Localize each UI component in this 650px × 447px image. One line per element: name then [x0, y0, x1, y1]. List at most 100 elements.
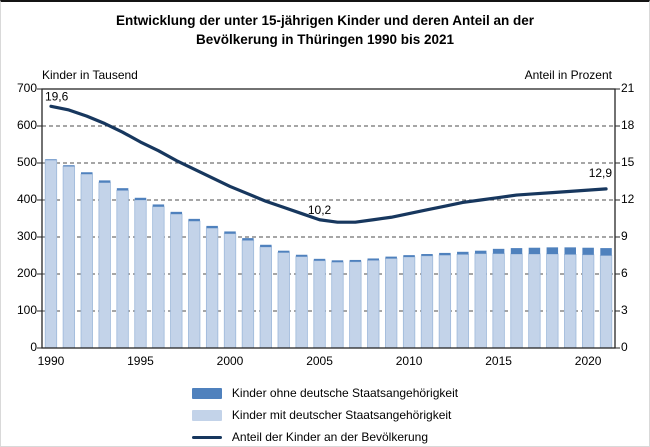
bar-ohne-2015: [492, 248, 505, 254]
left-tick-label: 200: [16, 266, 37, 280]
bar-ohne-2009: [385, 256, 397, 259]
bar-mit-1997: [170, 213, 183, 349]
bar-ohne-2000: [224, 231, 236, 234]
right-tick-label: 6: [621, 266, 628, 280]
bar-ohne-2001: [242, 238, 254, 241]
plot-border: [41, 88, 616, 349]
bar-mit-2021: [599, 255, 613, 349]
left-tick-label: 0: [30, 340, 37, 354]
left-axis-caption: Kinder in Tausend: [42, 68, 138, 82]
bar-mit-1998: [188, 220, 201, 349]
legend-swatch-ohne: [191, 387, 222, 399]
x-tick-label: 1995: [127, 354, 154, 368]
bar-mit-1994: [116, 189, 129, 349]
bar-mit-1995: [134, 199, 147, 349]
bar-mit-2001: [241, 239, 255, 349]
bar-mit-1992: [80, 173, 93, 349]
bar-mit-1993: [98, 182, 111, 349]
right-axis-caption: Anteil in Prozent: [524, 68, 612, 82]
bar-mit-2014: [474, 253, 487, 349]
bar-mit-2007: [349, 261, 362, 349]
bar-mit-2011: [420, 255, 434, 349]
x-tick-label: 2020: [574, 354, 602, 368]
left-tick-label: 400: [16, 192, 37, 206]
bar-mit-2002: [259, 246, 272, 349]
bar-ohne-2011: [421, 254, 433, 256]
x-tick-label: 2010: [395, 354, 423, 368]
bar-mit-2019: [564, 253, 577, 349]
right-tick-label: 9: [621, 229, 628, 243]
bar-ohne-1993: [98, 180, 111, 183]
bar-ohne-1997: [170, 211, 183, 215]
right-tick-label: 12: [621, 192, 635, 206]
chart-title-line1: Entwicklung der unter 15-jährigen Kinder…: [115, 13, 535, 28]
bar-mit-2013: [456, 253, 469, 349]
bar-mit-2006: [331, 261, 344, 349]
bar-mit-2016: [510, 253, 523, 349]
left-tick-label: 500: [16, 155, 37, 169]
right-tick-label: 15: [621, 155, 635, 169]
legend: Kinder ohne deutsche Staatsangehörigkeit…: [1, 384, 649, 446]
bar-ohne-2004: [295, 254, 308, 257]
bar-mit-1990: [44, 159, 58, 349]
bar-ohne-2018: [546, 247, 559, 255]
bar-ohne-2010: [403, 255, 415, 257]
bar-mit-2010: [402, 256, 416, 349]
right-tick-label: 18: [621, 118, 635, 132]
legend-item-anteil: Anteil der Kinder an der Bevölkerung: [191, 428, 458, 446]
bar-ohne-1999: [206, 225, 218, 229]
bar-mit-2009: [385, 258, 398, 349]
right-tick-label: 3: [621, 303, 628, 317]
left-tick-label: 100: [16, 303, 37, 317]
annotation-19-6: 19,6: [45, 89, 69, 103]
bar-mit-1991: [62, 165, 76, 349]
bar-ohne-2021: [600, 248, 612, 256]
bar-mit-2000: [223, 233, 237, 349]
x-tick-label: 2015: [485, 354, 512, 368]
legend-item-mit: Kinder mit deutscher Staatsangehörigkeit: [191, 406, 458, 424]
bar-ohne-1996: [152, 204, 165, 207]
plot-area: 19,6 10,2 12,9: [37, 88, 620, 349]
bar-mit-2004: [295, 256, 308, 349]
right-tick-label: 0: [621, 340, 628, 354]
annotation-12-9: 12,9: [589, 166, 613, 180]
chart-title-line2: Bevölkerung in Thüringen 1990 bis 2021: [195, 32, 455, 47]
legend-label-ohne: Kinder ohne deutsche Staatsangehörigkeit: [231, 386, 459, 400]
bar-mit-2003: [277, 252, 290, 349]
bar-ohne-2016: [510, 248, 523, 255]
bar-ohne-1991: [63, 165, 75, 167]
bar-ohne-2008: [367, 258, 380, 261]
bar-ohne-2019: [564, 247, 576, 255]
bar-mit-2015: [492, 253, 505, 349]
bar-ohne-2005: [313, 258, 326, 261]
bar-ohne-1995: [134, 197, 147, 200]
left-tick-label: 600: [16, 118, 37, 132]
bar-mit-1999: [205, 227, 219, 349]
bar-ohne-2017: [528, 247, 541, 255]
bar-ohne-2013: [457, 251, 469, 255]
legend-label-anteil: Anteil der Kinder an der Bevölkerung: [231, 430, 429, 444]
bar-mit-2017: [528, 253, 541, 349]
bar-ohne-1992: [81, 172, 93, 175]
right-tick-label: 21: [621, 81, 635, 95]
bar-ohne-1994: [116, 188, 129, 191]
legend-label-mit: Kinder mit deutscher Staatsangehörigkeit: [231, 408, 452, 422]
bar-mit-1996: [152, 206, 165, 349]
bar-ohne-1990: [45, 159, 57, 161]
share-line: [49, 104, 608, 224]
bar-mit-2018: [546, 253, 559, 349]
bar-mit-2005: [313, 260, 326, 349]
bar-ohne-2014: [474, 250, 487, 254]
x-tick-label: 1990: [37, 354, 65, 368]
legend-swatch-line: [191, 435, 222, 439]
bar-ohne-2002: [260, 244, 272, 247]
bar-ohne-2006: [331, 260, 344, 263]
legend-swatch-mit: [191, 409, 222, 421]
bar-ohne-2003: [277, 250, 290, 253]
x-tick-label: 2000: [216, 354, 244, 368]
annotation-10-2: 10,2: [308, 203, 332, 217]
bar-ohne-2012: [439, 252, 451, 256]
x-tick-label: 2005: [306, 354, 333, 368]
left-tick-label: 300: [16, 229, 37, 243]
